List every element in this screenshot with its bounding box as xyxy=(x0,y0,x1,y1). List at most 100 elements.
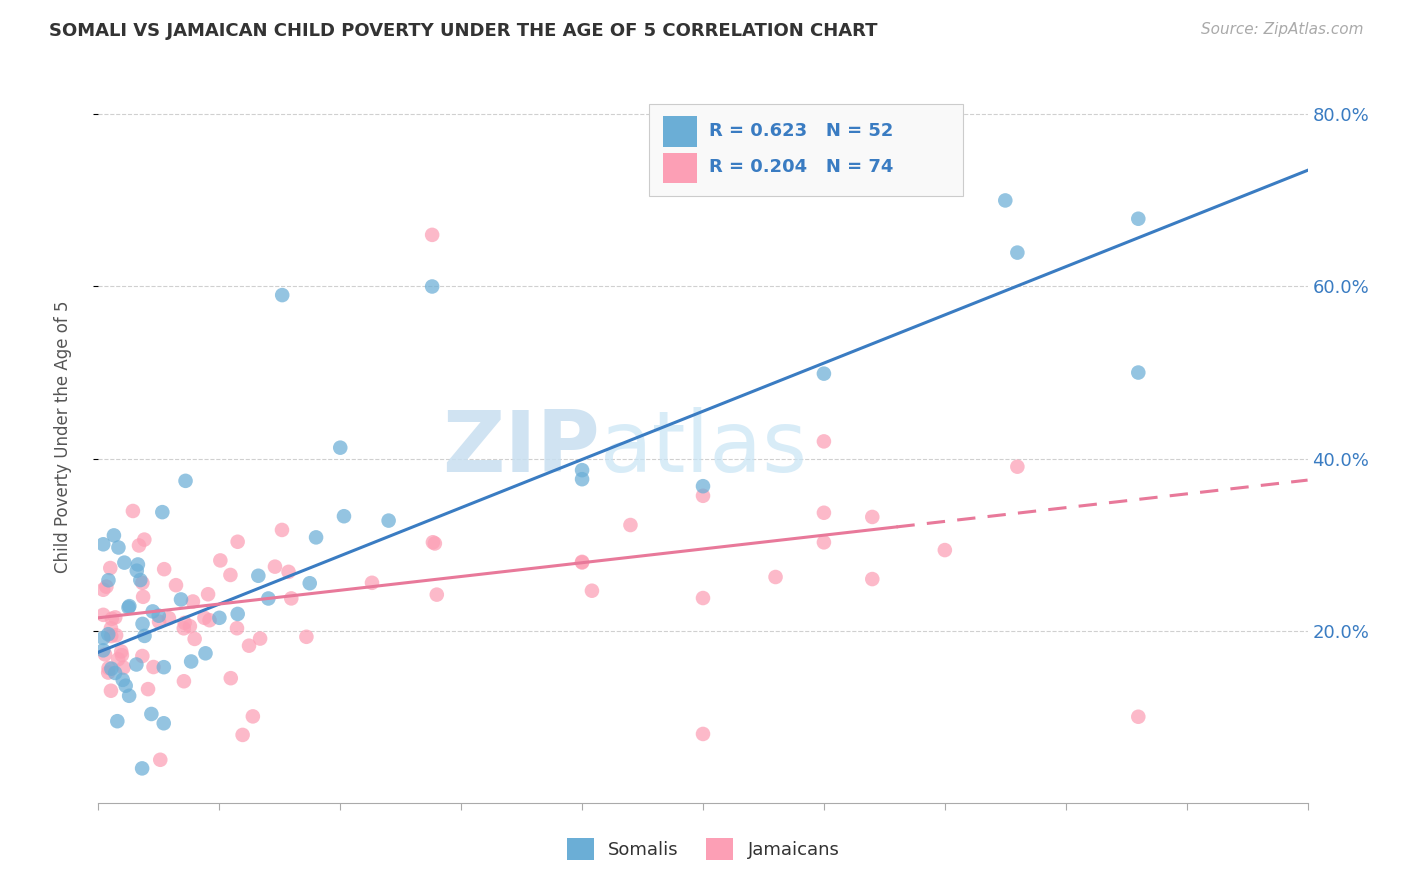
Point xyxy=(934,543,956,558)
Point xyxy=(1007,459,1029,474)
Point xyxy=(860,510,883,524)
Point xyxy=(149,753,172,767)
Point xyxy=(134,629,156,643)
Point xyxy=(295,630,318,644)
Point xyxy=(170,592,193,607)
Point xyxy=(128,539,150,553)
Point xyxy=(1128,211,1150,226)
Point xyxy=(148,615,170,629)
Text: R = 0.204   N = 74: R = 0.204 N = 74 xyxy=(709,158,893,177)
Point xyxy=(100,621,122,635)
Point xyxy=(209,553,232,567)
Point xyxy=(112,556,135,570)
FancyBboxPatch shape xyxy=(664,116,697,146)
Point xyxy=(194,646,217,660)
Point xyxy=(420,279,443,293)
Point xyxy=(232,728,254,742)
Point xyxy=(198,613,221,627)
Point xyxy=(271,523,294,537)
Point xyxy=(571,556,593,570)
Point xyxy=(112,660,135,674)
Point xyxy=(103,528,125,542)
Point xyxy=(377,514,399,528)
Point xyxy=(100,629,122,643)
Point xyxy=(173,674,195,689)
Point xyxy=(141,706,163,721)
Point xyxy=(111,648,134,662)
Point xyxy=(107,541,129,555)
Point xyxy=(181,594,204,608)
Point xyxy=(692,591,714,605)
Point xyxy=(813,535,835,549)
FancyBboxPatch shape xyxy=(664,153,697,183)
Point xyxy=(101,612,124,626)
Point xyxy=(242,709,264,723)
Point xyxy=(180,655,202,669)
Point xyxy=(131,648,153,663)
Point xyxy=(111,673,134,687)
Point xyxy=(97,665,120,680)
Point xyxy=(1007,245,1029,260)
Point xyxy=(257,591,280,606)
Point xyxy=(249,632,271,646)
Point xyxy=(153,660,176,674)
Point xyxy=(174,474,197,488)
Point xyxy=(571,472,593,486)
Text: R = 0.623   N = 52: R = 0.623 N = 52 xyxy=(709,121,893,140)
Point xyxy=(118,599,141,614)
Point xyxy=(97,627,120,641)
Point xyxy=(110,644,132,658)
Point xyxy=(105,628,128,642)
Point xyxy=(298,576,321,591)
Point xyxy=(333,509,356,524)
Point xyxy=(125,564,148,578)
Point xyxy=(134,533,156,547)
Point xyxy=(173,621,195,635)
Point xyxy=(150,505,173,519)
Point xyxy=(692,479,714,493)
Point xyxy=(226,534,249,549)
Point xyxy=(107,652,129,666)
Point xyxy=(305,530,328,544)
Point xyxy=(581,583,603,598)
Point xyxy=(131,761,153,775)
Text: Source: ZipAtlas.com: Source: ZipAtlas.com xyxy=(1201,22,1364,37)
Point xyxy=(91,607,114,622)
Point xyxy=(179,619,201,633)
Point xyxy=(100,683,122,698)
Point xyxy=(104,610,127,624)
Point xyxy=(148,608,170,623)
Point xyxy=(226,621,249,635)
Point xyxy=(105,714,128,729)
Point xyxy=(114,679,136,693)
Point xyxy=(183,632,205,646)
Point xyxy=(131,575,153,590)
Point xyxy=(1128,710,1150,724)
Point xyxy=(127,558,149,572)
Point xyxy=(994,194,1017,208)
Point xyxy=(197,587,219,601)
Point xyxy=(571,555,593,569)
Point xyxy=(1128,366,1150,380)
Point xyxy=(97,574,120,588)
Legend: Somalis, Jamaicans: Somalis, Jamaicans xyxy=(560,830,846,867)
Point xyxy=(420,227,443,242)
Point xyxy=(122,504,145,518)
Point xyxy=(132,590,155,604)
Point xyxy=(157,611,180,625)
Point xyxy=(104,665,127,680)
Point xyxy=(94,648,117,662)
Point xyxy=(264,559,287,574)
Point xyxy=(271,288,294,302)
Point xyxy=(98,561,121,575)
Point xyxy=(153,562,176,576)
Point xyxy=(142,660,165,674)
Point xyxy=(91,631,114,645)
Point xyxy=(142,604,165,618)
Point xyxy=(860,572,883,586)
Point xyxy=(91,643,114,657)
Point xyxy=(129,573,152,587)
Text: ZIP: ZIP xyxy=(443,407,600,490)
Point xyxy=(96,580,118,594)
Point xyxy=(152,716,174,731)
